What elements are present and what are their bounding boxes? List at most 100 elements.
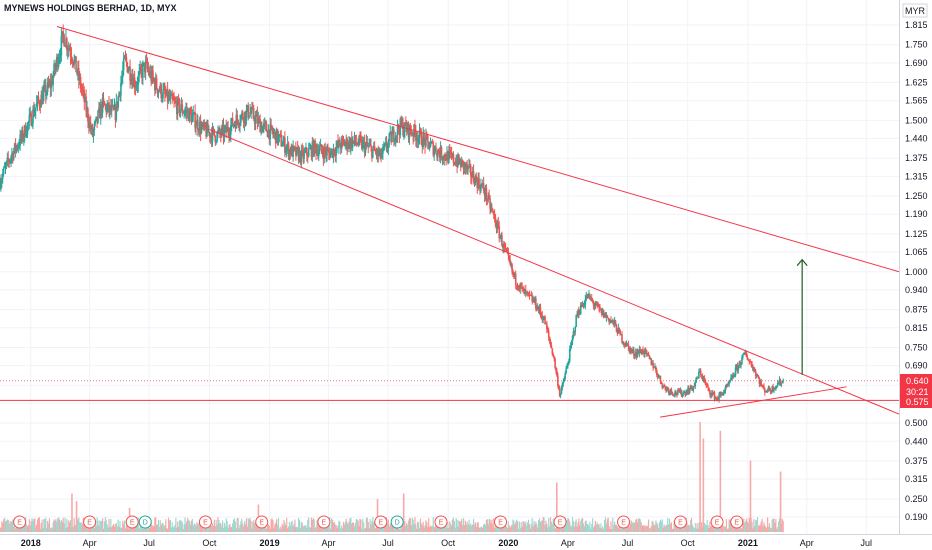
candle-body [583,304,586,307]
volume-bar [662,527,664,532]
candle-body [396,125,399,136]
candle-body [92,130,95,136]
candle-body [275,129,278,144]
candle-body [624,344,627,347]
candle-body [317,151,320,157]
support-price-tag: 0.575 [900,396,932,408]
volume-bar [91,525,93,532]
candle-body [46,82,49,93]
volume-bar [200,520,202,532]
event-type-label: E [17,520,22,527]
earnings-marker[interactable]: E [434,515,448,529]
volume-bar [597,524,599,532]
volume-bar [332,522,335,532]
volume-bar [39,528,41,532]
volume-bar [341,528,344,532]
candle-body [468,164,470,167]
volume-bar [150,522,152,532]
earnings-marker[interactable]: E [673,515,687,529]
earnings-marker[interactable]: E [730,515,744,529]
volume-bar [434,526,436,532]
candle-body [251,107,253,114]
volume-bar [173,527,175,532]
volume-spike [376,499,379,532]
price-axis[interactable]: 1.8151.7501.6901.6251.5651.5001.4401.375… [905,20,928,522]
earnings-marker[interactable]: E [494,515,508,529]
time-axis[interactable]: 2018 Apr Jul Oct 2019 Apr Jul Oct 2020 Apr Jul Oct 2… [21,538,872,548]
volume-bar [5,520,8,532]
candle-body [395,135,398,137]
volume-bar [107,527,109,532]
candle-body [620,334,622,335]
candle-body [724,386,727,391]
candle-body [505,248,508,251]
volume-bar [408,518,411,532]
earnings-marker[interactable]: E [125,515,139,529]
volume-bar [755,520,757,532]
candle-body [193,112,195,114]
currency-badge [902,3,928,18]
volume-bar [477,522,479,532]
volume-bar [177,521,179,532]
candle-body [520,283,523,287]
volume-bar [516,519,518,532]
volume-bar [13,526,15,532]
candle-body [502,246,504,249]
candle-body [743,352,746,354]
volume-bar [344,521,346,532]
volume-bar [245,518,248,532]
earnings-marker[interactable]: E [374,515,388,529]
volume-bar [704,524,706,532]
candle-body [89,122,92,130]
volume-bar [372,517,374,532]
volume-bar [604,517,607,532]
earnings-marker[interactable]: E [13,515,27,529]
candle-body [439,146,442,158]
volume-bar [81,523,84,532]
candle-body [223,129,226,138]
volume-bar [416,528,418,532]
volume-bar [455,518,457,532]
candle-body [607,317,610,319]
earnings-marker[interactable]: E [198,515,212,529]
earnings-marker[interactable]: E [255,515,269,529]
volume-bar [227,528,229,532]
earnings-marker[interactable]: E [710,515,724,529]
volume-bar [222,527,225,532]
dividend-marker[interactable]: D [390,515,404,529]
volume-bar [352,523,355,532]
candle-body [314,140,316,146]
volume-bar [458,520,460,532]
candle-body [186,109,188,114]
dividend-marker[interactable]: D [138,515,152,529]
volume-bar [500,528,502,532]
volume-bar [218,520,220,532]
earnings-marker[interactable]: E [83,515,97,529]
candle-body [662,386,664,388]
volume-bar [36,524,38,532]
volume-bar [559,526,561,532]
volume-bar [450,525,453,532]
volume-bar [269,528,271,532]
candle-body [546,329,549,332]
volume-bar [605,523,607,532]
candle-body [252,107,254,109]
volume-bar [298,517,300,532]
volume-bar [159,520,161,532]
volume-bar [98,525,100,532]
candle-body [485,188,488,200]
candle-body [137,75,140,85]
earnings-marker[interactable]: E [553,515,567,529]
earnings-marker[interactable]: E [617,515,631,529]
volume-bar [420,523,422,532]
candle-body [636,351,639,357]
earnings-marker[interactable]: E [317,515,331,529]
candle-body [73,59,75,65]
drawings[interactable] [0,26,900,418]
volume-bar [190,520,193,532]
candle-body [339,140,341,147]
volume-bar [756,517,759,532]
event-circle [83,515,97,529]
